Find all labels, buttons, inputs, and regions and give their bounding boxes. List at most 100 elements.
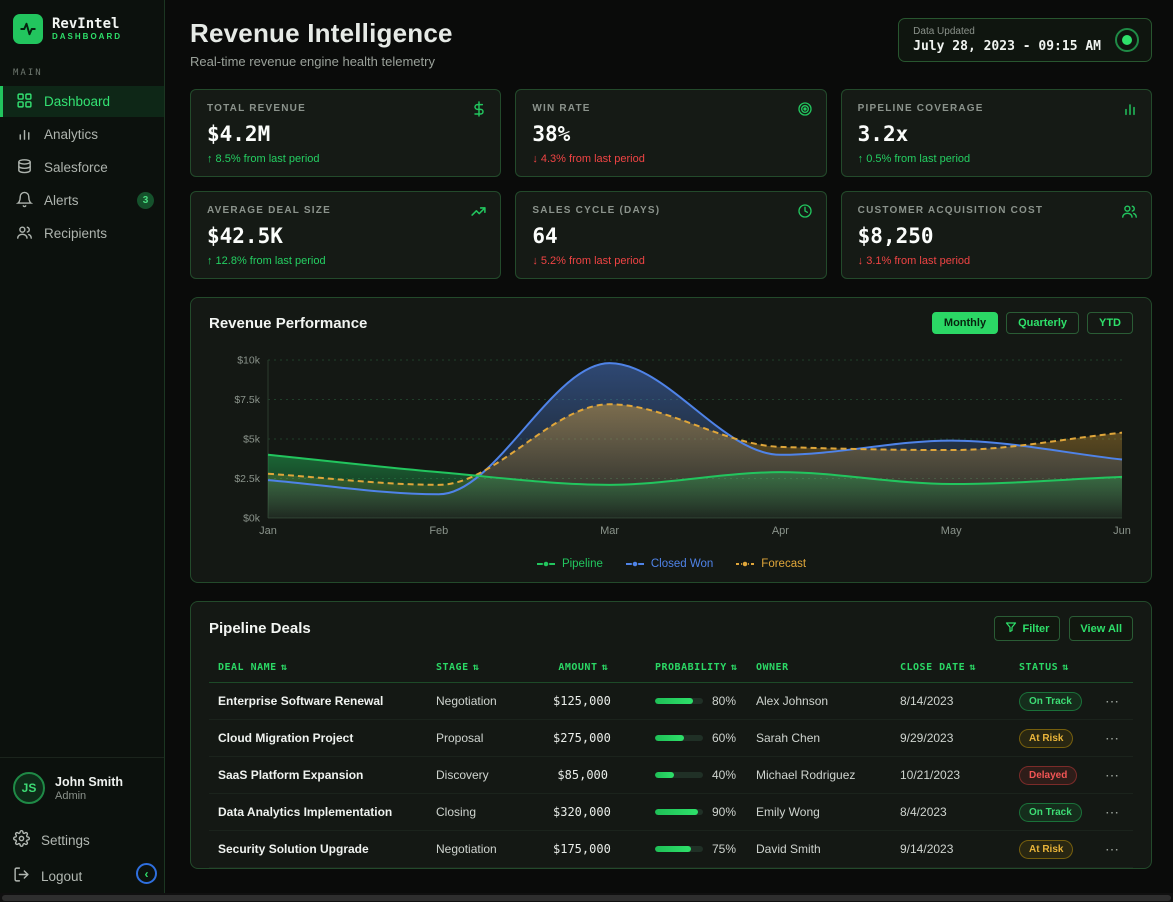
horizontal-scrollbar-thumb[interactable] bbox=[2, 895, 1171, 901]
live-status-icon bbox=[1115, 28, 1139, 52]
probability-bar bbox=[655, 846, 703, 852]
deal-owner: Michael Rodriguez bbox=[756, 768, 900, 782]
sidebar-collapse-button[interactable]: ‹ bbox=[136, 863, 157, 884]
probability-bar bbox=[655, 809, 703, 815]
column-header-probability[interactable]: PROBABILITY⇅ bbox=[608, 662, 756, 673]
y-tick-label: $7.5k bbox=[234, 394, 260, 406]
status-badge: At Risk bbox=[1019, 729, 1073, 748]
column-header-stage[interactable]: STAGE⇅ bbox=[436, 662, 553, 673]
filter-button[interactable]: Filter bbox=[994, 616, 1061, 641]
deal-name: Data Analytics Implementation bbox=[218, 805, 436, 819]
bar-chart-icon bbox=[1122, 101, 1138, 122]
probability-bar bbox=[655, 735, 703, 741]
x-tick-label: Jun bbox=[1113, 525, 1131, 537]
kpi-value: $42.5K bbox=[207, 224, 484, 248]
legend-marker-icon bbox=[735, 559, 755, 569]
x-tick-label: Apr bbox=[772, 525, 789, 537]
settings-button[interactable]: Settings bbox=[13, 822, 152, 858]
pipeline-deals-panel: Pipeline Deals Filter View All DEAL NAME… bbox=[190, 601, 1152, 869]
deal-amount: $125,000 bbox=[553, 694, 608, 708]
range-button-ytd[interactable]: YTD bbox=[1087, 312, 1133, 334]
kpi-card-win-rate: WIN RATE 38% ↓ 4.3% from last period bbox=[515, 89, 826, 177]
table-row: Security Solution Upgrade Negotiation $1… bbox=[209, 831, 1133, 868]
sidebar-item-alerts[interactable]: Alerts 3 bbox=[0, 185, 164, 216]
kpi-value: 64 bbox=[532, 224, 809, 248]
app-root: RevIntel DASHBOARD MAIN Dashboard Analyt… bbox=[0, 0, 1173, 902]
deal-stage: Negotiation bbox=[436, 694, 553, 708]
page-header: Revenue Intelligence Real-time revenue e… bbox=[190, 18, 1152, 69]
gear-icon bbox=[13, 830, 30, 850]
bar-chart-icon bbox=[16, 125, 33, 145]
data-updated-badge: Data Updated July 28, 2023 - 09:15 AM bbox=[898, 18, 1152, 62]
chevron-left-icon: ‹ bbox=[145, 868, 149, 880]
deal-stage: Negotiation bbox=[436, 842, 553, 856]
user-profile[interactable]: JS John Smith Admin bbox=[13, 772, 152, 804]
row-menu-button[interactable]: ⋯ bbox=[1103, 693, 1124, 710]
deal-close-date: 8/14/2023 bbox=[900, 694, 1019, 708]
status-badge: On Track bbox=[1019, 692, 1082, 711]
deal-stage: Proposal bbox=[436, 731, 553, 745]
deal-name: SaaS Platform Expansion bbox=[218, 768, 436, 782]
row-menu-button[interactable]: ⋯ bbox=[1103, 730, 1124, 747]
sidebar-item-salesforce[interactable]: Salesforce bbox=[0, 152, 164, 183]
kpi-value: $8,250 bbox=[858, 224, 1135, 248]
deal-owner: Emily Wong bbox=[756, 805, 900, 819]
sort-icon[interactable]: ⇅ bbox=[1062, 662, 1069, 673]
main-content: Revenue Intelligence Real-time revenue e… bbox=[165, 0, 1173, 902]
table-row: Enterprise Software Renewal Negotiation … bbox=[209, 683, 1133, 720]
range-button-quarterly[interactable]: Quarterly bbox=[1006, 312, 1079, 334]
sidebar-item-analytics[interactable]: Analytics bbox=[0, 119, 164, 150]
revenue-chart: $0k$2.5k$5k$7.5k$10kJanFebMarAprMayJun bbox=[205, 348, 1137, 546]
sidebar-item-recipients[interactable]: Recipients bbox=[0, 218, 164, 249]
range-button-monthly[interactable]: Monthly bbox=[932, 312, 998, 334]
y-tick-label: $2.5k bbox=[234, 473, 260, 485]
kpi-label: AVERAGE DEAL SIZE bbox=[207, 205, 484, 216]
deal-amount: $85,000 bbox=[553, 768, 608, 782]
row-menu-button[interactable]: ⋯ bbox=[1103, 804, 1124, 821]
sidebar-item-dashboard[interactable]: Dashboard bbox=[0, 86, 164, 117]
kpi-grid: TOTAL REVENUE $4.2M ↑ 8.5% from last per… bbox=[190, 89, 1152, 279]
data-updated-label: Data Updated bbox=[913, 26, 1101, 37]
sidebar: RevIntel DASHBOARD MAIN Dashboard Analyt… bbox=[0, 0, 165, 902]
column-header-deal-name[interactable]: DEAL NAME⇅ bbox=[218, 662, 436, 673]
logout-icon bbox=[13, 866, 30, 886]
legend-pipeline[interactable]: Pipeline bbox=[536, 558, 603, 570]
sidebar-item-label: Salesforce bbox=[44, 160, 108, 175]
alerts-count-badge: 3 bbox=[137, 192, 154, 209]
sort-icon[interactable]: ⇅ bbox=[731, 662, 738, 673]
app-name: RevIntel bbox=[52, 17, 122, 32]
table-title: Pipeline Deals bbox=[209, 620, 311, 637]
kpi-delta: ↑ 8.5% from last period bbox=[207, 153, 484, 165]
sort-icon[interactable]: ⇅ bbox=[969, 662, 976, 673]
horizontal-scrollbar[interactable] bbox=[0, 893, 1173, 902]
kpi-value: 3.2x bbox=[858, 122, 1135, 146]
nav-section-label: MAIN bbox=[0, 54, 164, 86]
sidebar-item-label: Alerts bbox=[44, 193, 79, 208]
legend-forecast[interactable]: Forecast bbox=[735, 558, 806, 570]
revenue-performance-panel: Revenue Performance Monthly Quarterly YT… bbox=[190, 297, 1152, 583]
deal-stage: Discovery bbox=[436, 768, 553, 782]
dollar-icon bbox=[471, 101, 487, 122]
legend-closed-won[interactable]: Closed Won bbox=[625, 558, 713, 570]
column-header-owner[interactable]: OWNER bbox=[756, 662, 900, 673]
column-header-close-date[interactable]: CLOSE DATE⇅ bbox=[900, 662, 1019, 673]
deal-name: Enterprise Software Renewal bbox=[218, 694, 436, 708]
sort-icon[interactable]: ⇅ bbox=[281, 662, 288, 673]
deal-stage: Closing bbox=[436, 805, 553, 819]
sidebar-nav: Dashboard Analytics Salesforce Alerts 3 … bbox=[0, 86, 164, 251]
target-icon bbox=[797, 101, 813, 122]
row-menu-button[interactable]: ⋯ bbox=[1103, 767, 1124, 784]
funnel-icon bbox=[1005, 621, 1017, 636]
sidebar-item-label: Analytics bbox=[44, 127, 98, 142]
user-role: Admin bbox=[55, 790, 123, 802]
logout-button[interactable]: Logout bbox=[13, 858, 152, 894]
column-header-status[interactable]: STATUS⇅ bbox=[1019, 662, 1103, 673]
column-header-amount[interactable]: AMOUNT⇅ bbox=[553, 662, 608, 673]
deal-close-date: 8/4/2023 bbox=[900, 805, 1019, 819]
row-menu-button[interactable]: ⋯ bbox=[1103, 841, 1124, 858]
deal-amount: $175,000 bbox=[553, 842, 608, 856]
sidebar-item-label: Dashboard bbox=[44, 94, 110, 109]
sort-icon[interactable]: ⇅ bbox=[473, 662, 480, 673]
status-badge: On Track bbox=[1019, 803, 1082, 822]
view-all-button[interactable]: View All bbox=[1069, 616, 1133, 641]
